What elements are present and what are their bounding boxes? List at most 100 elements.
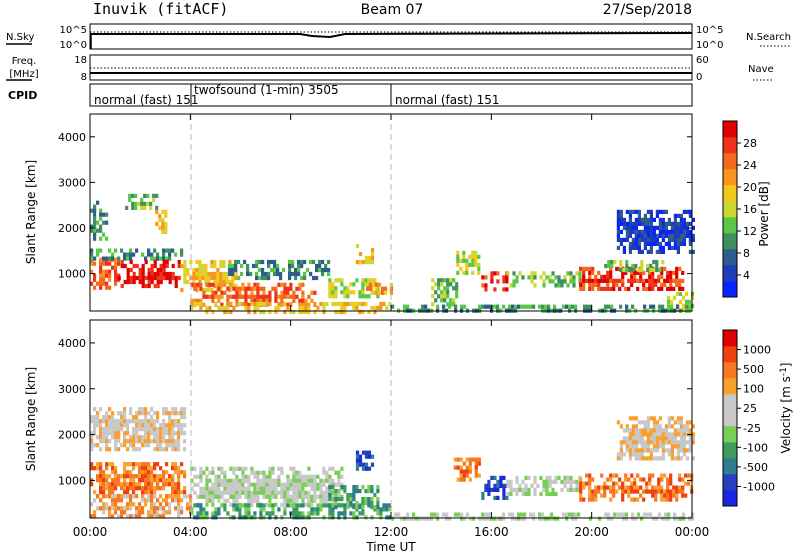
power-cell-7-124 (298, 282, 302, 287)
velocity-cell-0-34 (108, 474, 112, 479)
velocity-cell-12-183 (685, 424, 689, 429)
power-cell-6-31 (201, 263, 205, 269)
power-cell-7-95 (271, 286, 275, 291)
velocity-cell-11-68 (630, 489, 634, 494)
velocity-cell-3-165 (262, 490, 266, 495)
power-cell-9-91 (379, 301, 383, 307)
velocity-cell-1-103 (132, 419, 136, 424)
power-cell-13-1 (431, 286, 435, 291)
velocity-cell-3-241 (295, 482, 299, 487)
velocity-cell-7-33 (481, 512, 485, 517)
velocity-cell-7-54 (523, 516, 527, 521)
velocity-cell-3-75 (226, 482, 230, 487)
velocity-cell-11-28 (600, 473, 604, 478)
velocity-cell-0-26 (105, 462, 109, 467)
velocity-cell-1-93 (126, 431, 130, 436)
velocity-cell-11-29 (600, 485, 604, 490)
power-cell-6-14 (192, 271, 196, 277)
velocity-cell-3-40 (211, 482, 215, 487)
velocity-cell-12-138 (667, 452, 671, 457)
velocity-cell-1-213 (171, 423, 175, 428)
velocity-cell-12-180 (682, 448, 686, 453)
power-cell-9-17 (226, 309, 230, 315)
power-cell-18-11 (625, 263, 629, 269)
power-cell-8-76 (315, 275, 319, 281)
power-cell-17-41 (609, 266, 613, 271)
power-colorbar-label-4: 12 (743, 225, 757, 238)
power-cell-17-118 (669, 278, 673, 283)
power-cell-4-23 (155, 205, 159, 210)
velocity-cell-11-4 (579, 493, 583, 498)
power-cell-17-98 (651, 286, 655, 291)
velocity-cell-0-24 (102, 490, 106, 495)
power-cell-21-73 (583, 304, 587, 309)
power-cell-17-22 (591, 286, 595, 291)
velocity-cell-0-38 (111, 462, 115, 467)
power-cell-9-53 (304, 309, 308, 315)
velocity-cell-1-9 (93, 419, 97, 424)
velocity-cell-1-57 (111, 431, 115, 436)
velocity-cell-10-5 (509, 487, 513, 492)
velocity-cell-12-53 (637, 452, 641, 457)
velocity-cell-3-252 (298, 494, 302, 499)
power-cell-11-13 (383, 290, 388, 295)
velocity-cell-4-61 (271, 503, 275, 508)
power-cell-9-86 (367, 309, 371, 315)
power-cell-19-55 (637, 213, 641, 218)
velocity-cell-1-66 (114, 447, 118, 452)
velocity-cell-5-28 (355, 485, 359, 490)
power-cell-21-40 (502, 304, 506, 309)
power-cell-4-5 (131, 205, 135, 210)
power-cell-7-74 (256, 282, 260, 287)
power-cell-15-18 (505, 287, 509, 292)
power-cell-19-76 (643, 237, 647, 242)
power-cell-19-194 (688, 241, 692, 246)
power-cell-2-58 (162, 259, 166, 265)
power-cell-8-79 (318, 267, 322, 273)
velocity-cell-2-104 (177, 502, 181, 507)
power-cell-21-42 (508, 304, 512, 309)
velocity-cell-1-207 (168, 435, 172, 440)
power-cell-19-77 (643, 241, 647, 246)
power-cell-7-29 (217, 298, 221, 303)
velocity-cell-3-278 (310, 486, 314, 491)
power-cell-16-29 (557, 283, 561, 288)
power-cell-6-66 (219, 271, 223, 277)
power-cell-7-117 (289, 294, 293, 299)
velocity-cell-0-53 (117, 478, 121, 483)
velocity-ytick-label-3: 4000 (58, 337, 86, 350)
velocity-cell-4-104 (328, 515, 332, 520)
power-cell-5-12 (164, 221, 168, 226)
velocity-cell-11-144 (687, 473, 691, 478)
velocity-cell-7-101 (661, 516, 665, 521)
velocity-cell-4-62 (271, 507, 275, 512)
velocity-cell-0-36 (108, 486, 112, 491)
velocity-cell-3-32 (208, 470, 212, 475)
power-cell-17-129 (678, 266, 682, 271)
power-cell-8-22 (255, 275, 259, 281)
power-cell-17-127 (675, 278, 679, 283)
power-cell-17-31 (600, 278, 604, 283)
power-cell-10-9 (334, 278, 338, 283)
velocity-cell-0-153 (162, 478, 166, 483)
velocity-cell-1-55 (111, 423, 115, 428)
velocity-cell-11-129 (675, 485, 679, 490)
power-cell-4-1 (128, 193, 132, 198)
power-cell-17-9 (582, 286, 586, 291)
velocity-cell-3-178 (268, 482, 272, 487)
velocity-cell-2-98 (171, 498, 175, 503)
velocity-cell-10-61 (569, 483, 573, 488)
power-cell-21-2 (403, 304, 407, 309)
power-cell-19-191 (688, 229, 692, 234)
velocity-cell-12-196 (691, 424, 695, 429)
velocity-cell-10-13 (518, 487, 522, 492)
power-cell-19-26 (625, 233, 629, 238)
power-cell-10-5 (331, 282, 335, 287)
power-cell-11-8 (377, 282, 382, 287)
power-cell-9-67 (337, 301, 341, 307)
velocity-cell-7-24 (454, 512, 458, 517)
velocity-cell-1-163 (153, 427, 157, 432)
velocity-cell-7-110 (682, 512, 686, 517)
velocity-cell-12-57 (640, 432, 644, 437)
velocity-cell-1-154 (150, 415, 154, 420)
